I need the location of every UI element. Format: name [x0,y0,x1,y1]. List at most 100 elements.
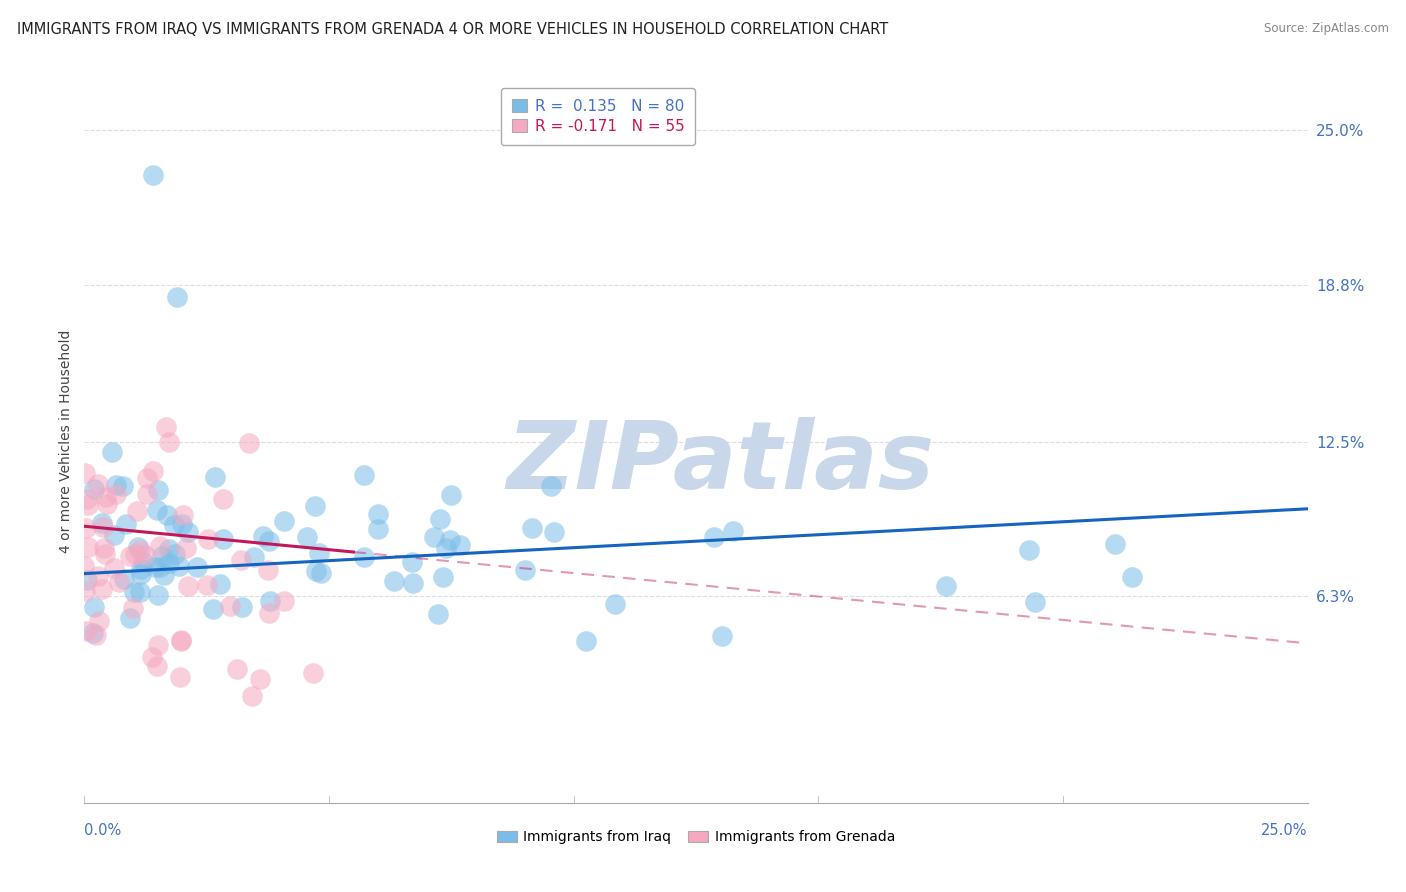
Point [401,556,423,570]
Point [149,539,172,553]
Point [157,541,180,556]
Point [219,599,242,614]
Point [141,650,163,665]
Point [134,548,156,562]
Point [186,560,208,574]
Point [83,482,105,496]
Point [90,516,112,531]
Point [76,540,98,554]
Point [120,549,142,563]
Point [75,624,97,638]
Point [129,585,152,599]
Point [423,530,446,544]
Point [195,578,218,592]
Point [308,546,330,560]
Point [305,564,328,578]
Point [94,490,117,504]
Point [122,584,145,599]
Legend: Immigrants from Iraq, Immigrants from Grenada: Immigrants from Iraq, Immigrants from Gr… [492,825,900,850]
Text: ZIPatlas: ZIPatlas [506,417,935,509]
Text: 0.0%: 0.0% [84,822,121,838]
Point [401,575,423,590]
Point [132,555,155,569]
Text: Source: ZipAtlas.com: Source: ZipAtlas.com [1264,22,1389,36]
Point [146,483,169,497]
Point [1018,542,1040,557]
Point [243,549,266,564]
Point [309,566,332,580]
Point [304,500,326,514]
Point [86,628,108,642]
Point [295,530,318,544]
Point [145,503,167,517]
Point [150,549,173,563]
Point [167,559,190,574]
Point [212,491,235,506]
Point [122,601,145,615]
Point [157,556,180,570]
Point [146,658,169,673]
Point [229,552,252,566]
Point [449,538,471,552]
Point [429,511,451,525]
Point [129,567,152,582]
Point [87,615,110,629]
Point [935,578,957,592]
Point [238,436,260,450]
Point [86,477,108,491]
Point [156,508,179,522]
Point [146,638,169,652]
Point [163,547,186,561]
Point [103,561,125,575]
Point [73,467,96,481]
Point [143,560,166,574]
Point [240,689,263,703]
Point [142,464,165,478]
Point [94,547,117,561]
Point [90,582,112,596]
Point [172,508,194,522]
Point [152,567,174,582]
Point [1024,595,1046,609]
Point [259,607,281,621]
Point [73,583,96,598]
Point [105,487,128,501]
Point [111,479,134,493]
Point [174,541,197,556]
Point [87,568,110,582]
Point [434,541,457,555]
Point [155,420,177,434]
Point [170,632,193,647]
Point [432,570,454,584]
Point [522,521,544,535]
Point [77,498,100,512]
Point [225,662,247,676]
Point [76,573,98,587]
Point [129,543,152,558]
Point [259,593,281,607]
Point [721,524,744,539]
Point [256,563,278,577]
Point [101,445,124,459]
Point [83,600,105,615]
Point [112,572,135,586]
Point [103,528,125,542]
Point [142,168,165,182]
Y-axis label: 4 or more Vehicles in Household: 4 or more Vehicles in Household [59,330,73,553]
Point [353,468,375,483]
Point [108,575,131,590]
Point [105,478,128,492]
Point [367,522,389,536]
Point [382,574,405,589]
Point [170,516,193,531]
Point [93,541,115,556]
Point [603,597,626,611]
Point [136,471,159,485]
Point [177,524,200,539]
Point [124,547,146,561]
Point [259,533,281,548]
Point [75,521,97,535]
Point [169,670,191,684]
Point [575,634,598,648]
Point [115,517,138,532]
